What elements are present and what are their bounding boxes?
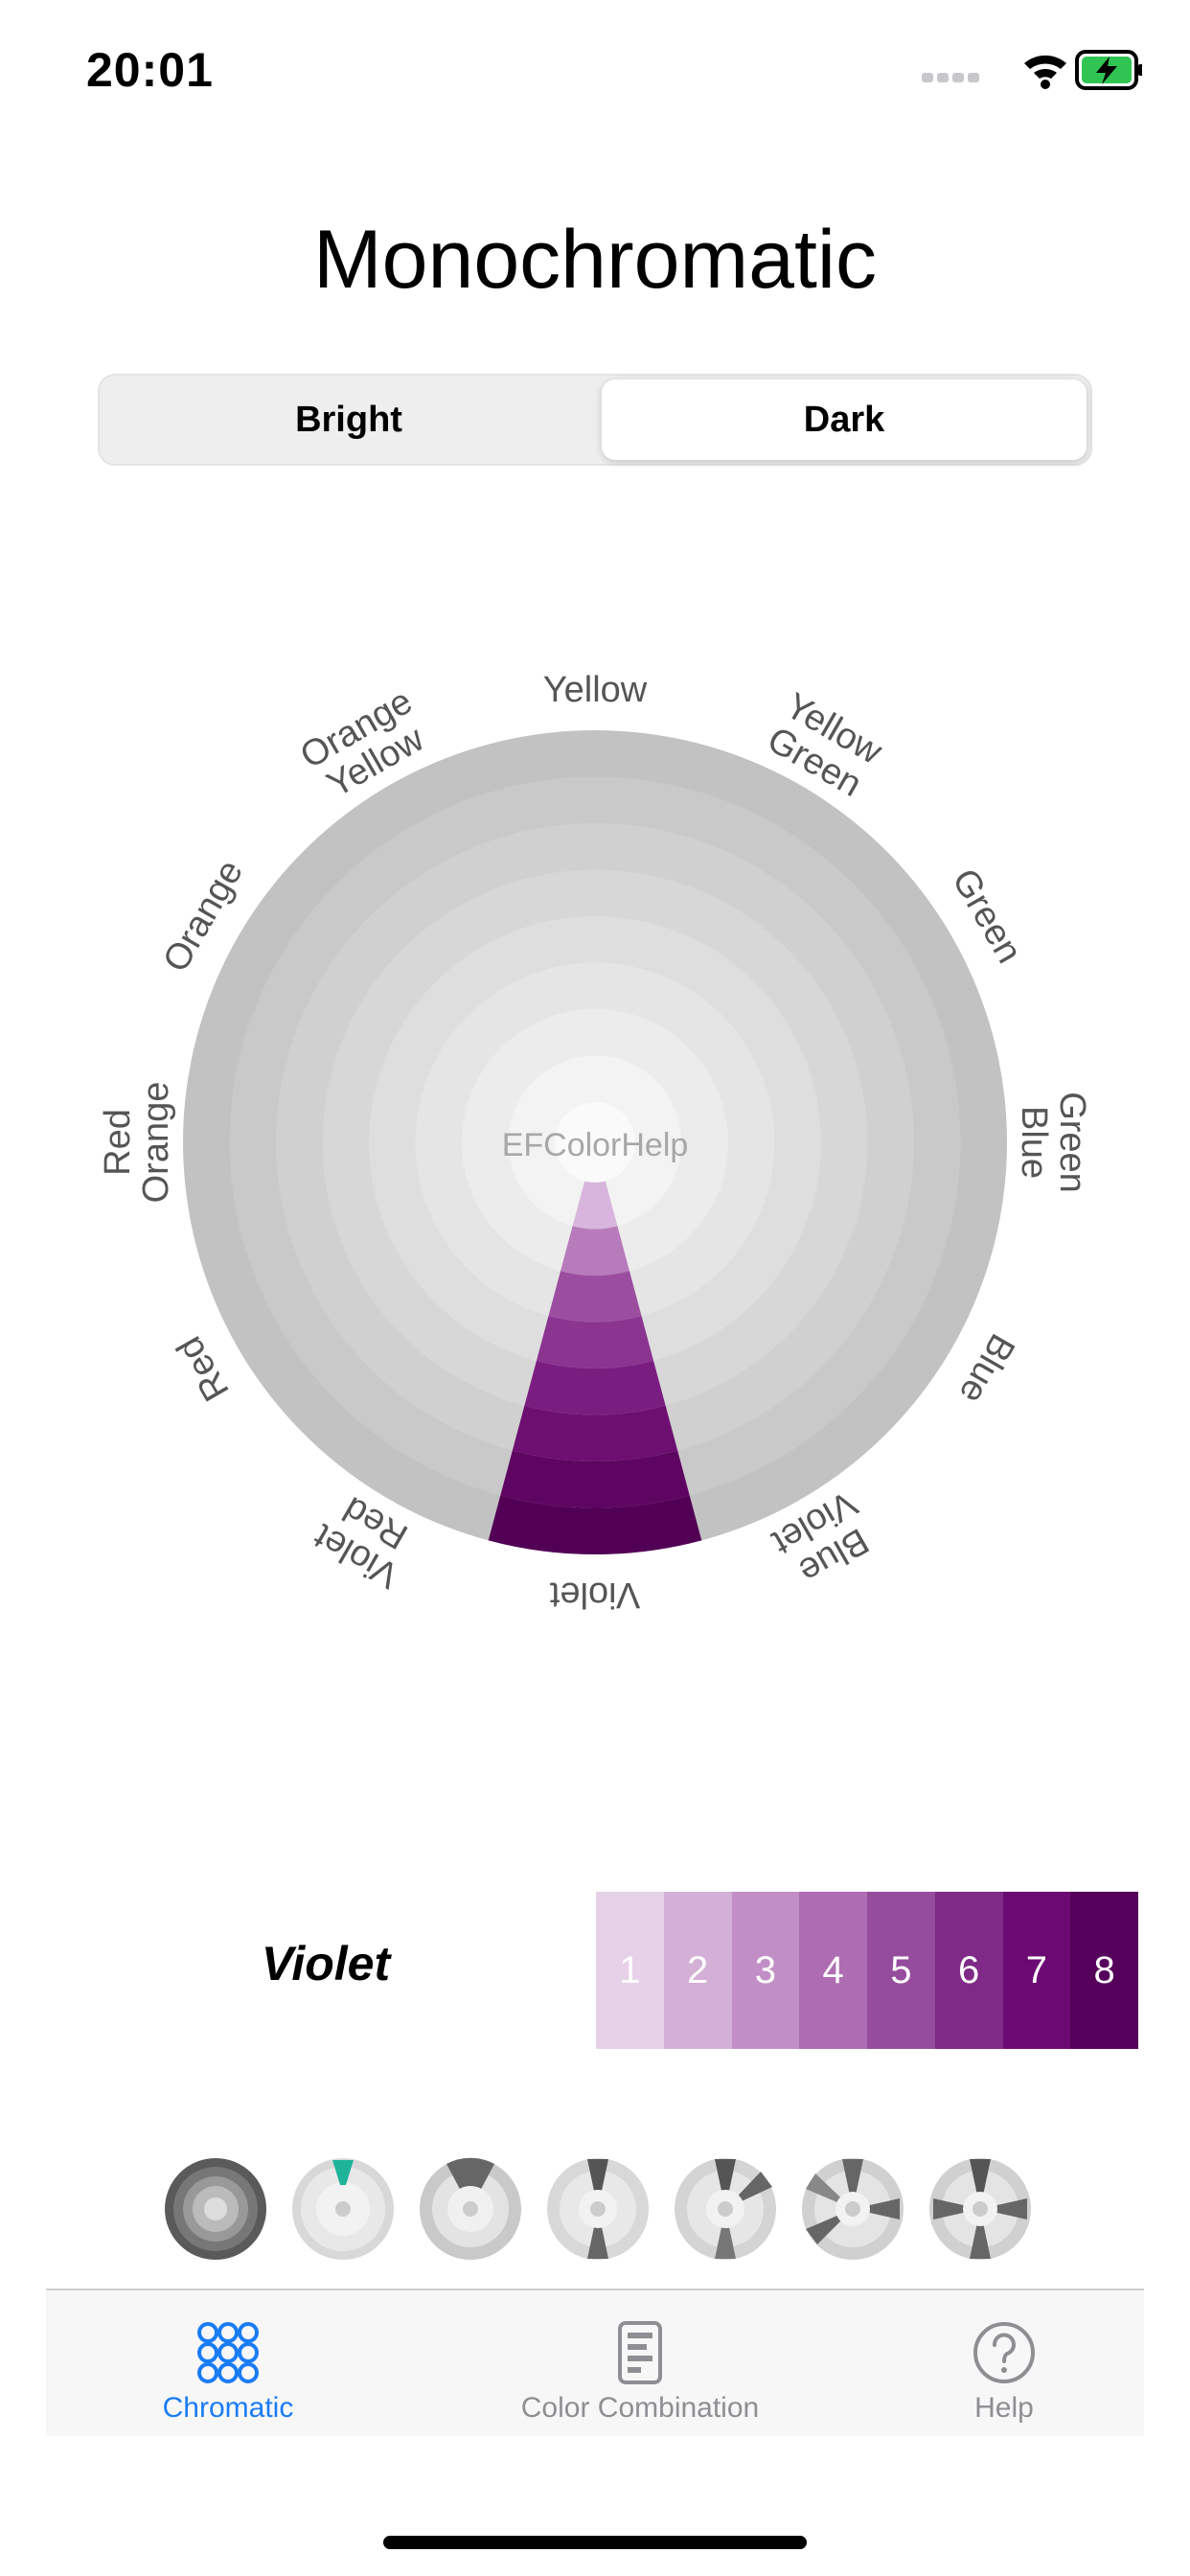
violet-segment-step-2[interactable] (561, 1226, 629, 1276)
brightness-segmented-control[interactable]: Bright Dark (98, 374, 1092, 466)
svg-text:Blue: Blue (951, 1327, 1022, 1411)
wheel-label-yellow: Yellow (543, 670, 648, 710)
page-title: Monochromatic (313, 214, 877, 306)
tab-help[interactable]: Help (889, 2290, 1119, 2436)
selected-segment-violet (488, 1181, 702, 1554)
violet-segment-step-4[interactable] (536, 1316, 654, 1368)
selected-color-name: Violet (261, 1937, 391, 1990)
violet-segment-step-8[interactable] (488, 1495, 702, 1554)
wheel-center-label: EFColorHelp (502, 1127, 689, 1163)
violet-segment-step-7[interactable] (500, 1450, 690, 1508)
question-circle-icon (973, 2322, 1035, 2383)
flower-icon (197, 2322, 259, 2383)
violet-segment-step-1[interactable] (572, 1181, 618, 1230)
tab-color-combination[interactable]: Color Combination (429, 2290, 851, 2436)
svg-text:Red: Red (170, 1329, 238, 1407)
segment-dark[interactable]: Dark (602, 380, 1087, 460)
document-icon (618, 2321, 662, 2384)
scheme-thumbnail-5[interactable] (673, 2156, 778, 2262)
svg-text:Orange: Orange (136, 1082, 176, 1204)
violet-segment-step-6[interactable] (512, 1405, 678, 1461)
wifi-icon (1024, 55, 1066, 89)
swatch-1[interactable]: 1 (596, 1892, 664, 2049)
color-wheel[interactable]: Yellow YellowGreenGreenGreenBlueBlueBlueV… (0, 575, 1190, 1687)
swatch-6[interactable]: 6 (934, 1892, 1003, 2049)
swatch-8[interactable]: 8 (1070, 1892, 1138, 2049)
svg-text:Green: Green (1052, 1092, 1092, 1193)
svg-text:Yellow: Yellow (543, 670, 648, 710)
segment-bright[interactable]: Bright (295, 400, 402, 440)
scheme-thumbnail-3[interactable] (418, 2156, 523, 2262)
status-time: 20:01 (86, 43, 214, 97)
wheel-label-red: Red (170, 1329, 238, 1407)
swatch-2[interactable]: 2 (663, 1892, 732, 2049)
scheme-thumbnail-7[interactable] (927, 2156, 1033, 2262)
swatch-5[interactable]: 5 (867, 1892, 935, 2049)
wheel-label-blue: Blue (951, 1327, 1022, 1411)
violet-segment-step-5[interactable] (524, 1360, 666, 1415)
swatch-strip: 1 2 3 4 5 6 7 8 (596, 1892, 1138, 2049)
tab-bar: Chromatic Color Combination Help (46, 2288, 1144, 2436)
status-icons (922, 50, 1142, 90)
tab-help-label: Help (974, 2392, 1034, 2424)
swatch-4[interactable]: 4 (799, 1892, 867, 2049)
scheme-thumbnail-2[interactable] (290, 2156, 396, 2262)
wheel-label-violet: Violet (549, 1575, 640, 1615)
scheme-thumbnail-4[interactable] (545, 2156, 651, 2262)
svg-text:Violet: Violet (549, 1575, 640, 1615)
signal-icon (922, 73, 979, 82)
tab-color-combination-label: Color Combination (520, 2392, 760, 2424)
svg-text:Red: Red (98, 1109, 138, 1176)
scheme-thumbnails (163, 2156, 1035, 2262)
battery-charging-icon (1075, 50, 1142, 90)
violet-segment-step-3[interactable] (548, 1271, 642, 1322)
wheel-center (555, 1102, 635, 1183)
scheme-thumbnail-1[interactable] (163, 2156, 268, 2262)
scheme-thumbnail-6[interactable] (800, 2156, 905, 2262)
swatch-7[interactable]: 7 (1002, 1892, 1071, 2049)
home-indicator (383, 2536, 807, 2549)
swatch-3[interactable]: 3 (731, 1892, 800, 2049)
tab-chromatic-label: Chromatic (162, 2392, 294, 2424)
svg-text:Blue: Blue (1014, 1106, 1054, 1179)
tab-chromatic[interactable]: Chromatic (103, 2290, 353, 2436)
